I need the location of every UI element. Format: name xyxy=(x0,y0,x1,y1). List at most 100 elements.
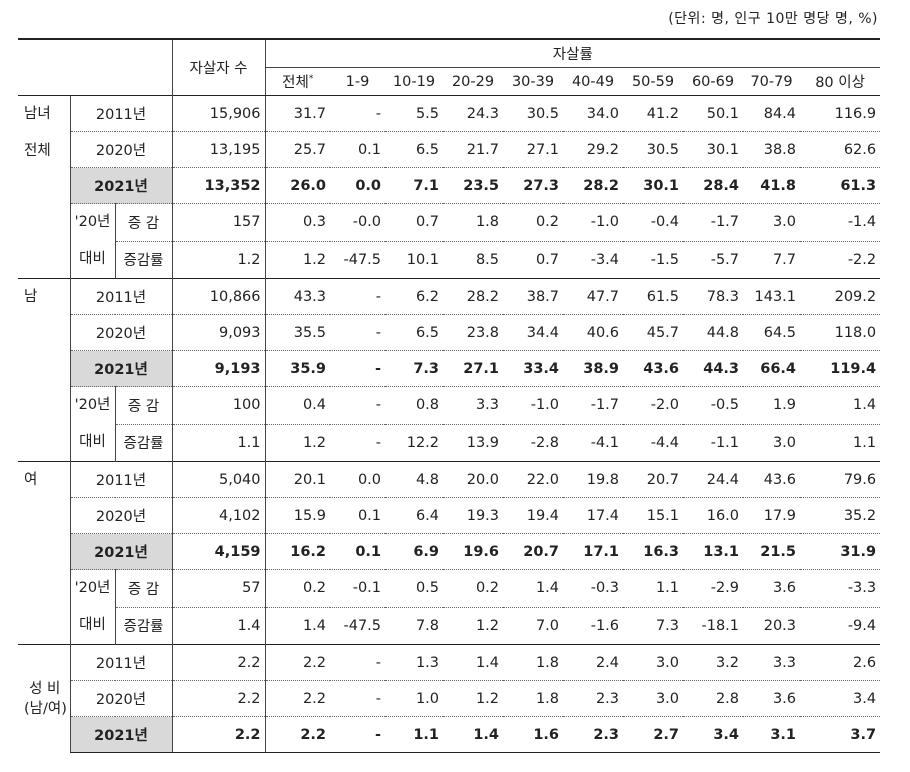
compare-label-line: 대비 xyxy=(79,617,106,633)
value-cell: 143.1 xyxy=(743,278,801,315)
value-cell: 1.1 xyxy=(385,716,444,753)
table-row: 증감률 1.2 1.2 -47.5 10.1 8.5 0.7 -3.4 -1.5 -5.7 7.7-… xyxy=(18,240,881,279)
value-cell: 66.4 xyxy=(743,350,801,387)
value-cell: -3.4 xyxy=(563,240,624,279)
value-cell: 1.1 xyxy=(800,423,881,462)
value-cell: -47.5 xyxy=(330,240,386,279)
value-cell: 26.0 xyxy=(264,167,331,204)
row-label: 2021년 xyxy=(69,350,173,387)
value-cell: 20.7 xyxy=(503,533,564,570)
value-cell: -1.7 xyxy=(683,203,744,241)
value-cell: -1.7 xyxy=(563,386,624,424)
value-cell: 24.4 xyxy=(683,461,744,498)
table-row: 남녀 전체 2011년 15,906 31.7-5.5 24.3 30.5 34.0 41.2 5… xyxy=(18,95,881,279)
value-cell: 19.4 xyxy=(503,497,564,534)
value-cell: 19.3 xyxy=(443,497,504,534)
value-cell: 1.2 xyxy=(171,240,266,279)
group-label: 남녀 전체 xyxy=(18,95,70,279)
suicide-table: 자살자 수 자살률 전체* 1-9 10-19 20-29 30-39 40-49 50-5… xyxy=(18,38,881,753)
row-label: 증감률 xyxy=(114,606,173,645)
value-cell: 2.2 xyxy=(171,644,266,681)
value-cell: 209.2 xyxy=(800,278,881,315)
value-cell: 61.5 xyxy=(623,278,684,315)
group-label-line: 남 xyxy=(24,289,38,305)
value-cell: 6.5 xyxy=(385,314,444,351)
value-cell: -1.6 xyxy=(563,606,624,645)
row-label: 증 감 xyxy=(114,203,173,241)
value-cell: 13,352 xyxy=(171,167,266,204)
value-cell: 16.0 xyxy=(683,497,744,534)
compare-label: '20년 대비 xyxy=(69,569,115,645)
value-cell: -18.1 xyxy=(683,606,744,645)
value-cell: 41.2 xyxy=(623,95,684,132)
value-cell: 6.4 xyxy=(385,497,444,534)
value-cell: -4.1 xyxy=(563,423,624,462)
value-cell: -3.3 xyxy=(800,569,881,607)
value-cell: 4,159 xyxy=(171,533,266,570)
table-row: 2021년 2.2 2.2-1.1 1.4 1.6 2.3 2.7 3.4 3.1 3.7 xyxy=(18,716,881,753)
value-cell: -9.4 xyxy=(800,606,881,645)
value-cell: 20.1 xyxy=(264,461,331,498)
header-cell: 50-59 xyxy=(623,67,684,96)
value-cell: 116.9 xyxy=(800,95,881,132)
row-label: 2020년 xyxy=(69,131,173,168)
value-cell: 7.7 xyxy=(743,240,801,279)
value-cell: 28.2 xyxy=(563,167,624,204)
row-label: 증 감 xyxy=(114,569,173,607)
value-cell: 0.1 xyxy=(330,497,386,534)
value-cell: -1.0 xyxy=(503,386,564,424)
column-label: 10-19 xyxy=(392,73,436,90)
value-cell: 13,195 xyxy=(171,131,266,168)
value-cell: 4.8 xyxy=(385,461,444,498)
value-cell: 3.2 xyxy=(683,644,744,681)
value-cell: 1.4 xyxy=(171,606,266,645)
value-cell: 31.9 xyxy=(800,533,881,570)
value-cell: 38.9 xyxy=(563,350,624,387)
value-cell: 3.4 xyxy=(683,716,744,753)
value-cell: 15.9 xyxy=(264,497,331,534)
compare-label: '20년 대비 xyxy=(69,386,115,462)
column-label: 30-39 xyxy=(511,73,555,90)
header-cell: 자살률 xyxy=(264,38,881,68)
value-cell: 1.4 xyxy=(503,569,564,607)
row-label: 2020년 xyxy=(69,314,173,351)
value-cell: 1.4 xyxy=(800,386,881,424)
value-cell: 0.1 xyxy=(330,131,386,168)
value-cell: 1.0 xyxy=(385,680,444,717)
value-cell: 100 xyxy=(171,386,266,424)
value-cell: 13.1 xyxy=(683,533,744,570)
value-cell: 16.3 xyxy=(623,533,684,570)
value-cell: 1.4 xyxy=(264,606,331,645)
value-cell: 43.6 xyxy=(743,461,801,498)
table-row: 2020년 13,195 25.7 0.1 6.5 21.7 27.1 29.2 30.5 30.… xyxy=(18,131,881,168)
value-cell: 35.2 xyxy=(800,497,881,534)
value-cell: 0.7 xyxy=(385,203,444,241)
value-cell: 7.3 xyxy=(623,606,684,645)
table-row: 성 비 (남/여) 2011년 2.2 2.2-1.3 1.4 1.8 2.4 3.0 3.2 3.… xyxy=(18,644,881,753)
value-cell: 10,866 xyxy=(171,278,266,315)
value-cell: 2.3 xyxy=(563,716,624,753)
row-label: 2011년 xyxy=(69,644,173,681)
value-cell: 23.5 xyxy=(443,167,504,204)
value-cell: 27.1 xyxy=(503,131,564,168)
value-cell: 33.4 xyxy=(503,350,564,387)
value-cell: 61.3 xyxy=(800,167,881,204)
value-cell: 2.2 xyxy=(264,644,331,681)
row-label: 2011년 xyxy=(69,95,173,132)
column-label: 40-49 xyxy=(571,73,615,90)
value-cell: 45.7 xyxy=(623,314,684,351)
value-cell: 1.2 xyxy=(264,423,331,462)
value-cell: 7.1 xyxy=(385,167,444,204)
column-label: 60-69 xyxy=(691,73,735,90)
value-cell: -2.2 xyxy=(800,240,881,279)
value-cell: -1.1 xyxy=(683,423,744,462)
header-cell: 1-9 xyxy=(330,67,386,96)
value-cell: 12.2 xyxy=(385,423,444,462)
value-cell: -4.4 xyxy=(623,423,684,462)
unit-note: (단위: 명, 인구 10만 명당 명, %) xyxy=(668,11,878,27)
value-cell: 3.0 xyxy=(623,680,684,717)
value-cell: 28.4 xyxy=(683,167,744,204)
value-cell: 27.1 xyxy=(443,350,504,387)
value-cell: 6.5 xyxy=(385,131,444,168)
